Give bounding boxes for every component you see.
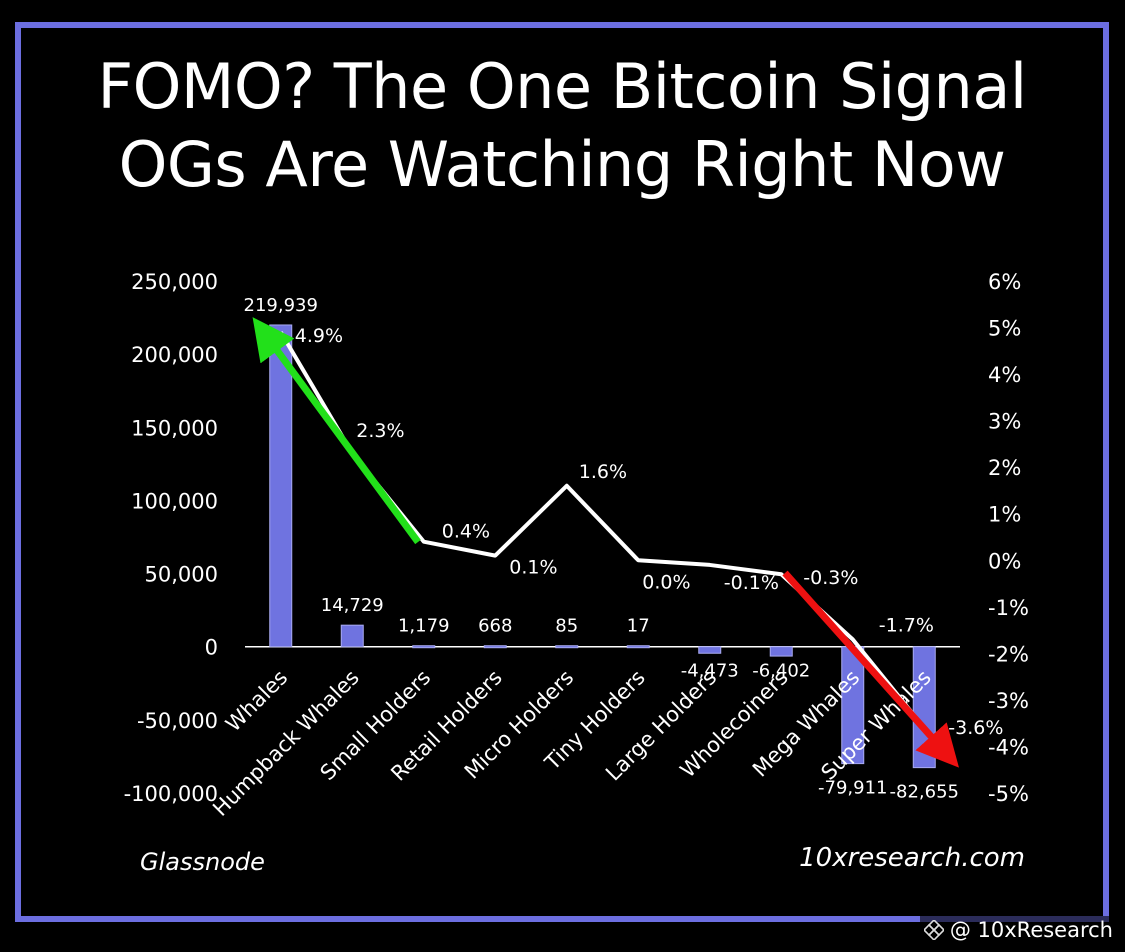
trend-arrows: [252, 317, 959, 768]
right-tick-label: 1%: [988, 503, 1021, 527]
green-up-arrow: [252, 317, 421, 545]
right-tick-label: 5%: [988, 317, 1021, 341]
line-series: [279, 331, 926, 730]
left-tick-label: 250,000: [131, 270, 218, 294]
bar-value-label: -6,402: [752, 661, 810, 682]
bar-whales: [269, 324, 293, 648]
bar-retail-holders: [483, 645, 507, 649]
bar-humpback-whales: [340, 624, 364, 648]
right-tick-label: 3%: [988, 410, 1021, 434]
right-tick-label: 4%: [988, 363, 1021, 387]
right-tick-label: -1%: [988, 596, 1029, 620]
bar-value-label: 14,729: [321, 595, 384, 616]
bar-value-label: -79,911: [818, 778, 887, 799]
bar-wholecoiners: [769, 646, 793, 657]
line-value-label: 4.9%: [295, 325, 343, 347]
watermark: @ 10xResearch: [919, 916, 1117, 944]
line-value-labels: 4.9% 2.3% 0.4% 0.1% 1.6% 0.0% -0.1% -0.3% -1.7% -…: [295, 325, 1004, 739]
left-tick-label: 0: [205, 636, 218, 660]
bar-value-label: 1,179: [398, 616, 450, 637]
title-line-1: FOMO? The One Bitcoin Signal: [97, 50, 1027, 123]
right-y-axis: 6% 5% 4% 3% 2% 1% 0% -1% -2% -3% -4% -5%: [988, 270, 1029, 806]
right-tick-label: -2%: [988, 642, 1029, 666]
left-tick-label: 150,000: [131, 416, 218, 440]
left-tick-label: 200,000: [131, 343, 218, 367]
bar-small-holders: [412, 645, 436, 649]
bar-micro-holders: [555, 645, 579, 649]
source-glassnode: Glassnode: [140, 848, 265, 876]
binance-logo-icon: [923, 920, 944, 940]
bar-value-label: 85: [555, 616, 578, 637]
red-down-arrow: [782, 570, 959, 768]
bar-value-label: -82,655: [890, 782, 959, 803]
left-tick-label: -50,000: [137, 709, 218, 733]
bar-large-holders: [698, 646, 722, 654]
line-value-label: 1.6%: [579, 461, 627, 483]
bar-value-label: -4,473: [681, 661, 739, 682]
right-tick-label: -5%: [988, 782, 1029, 806]
left-tick-label: -100,000: [124, 782, 218, 806]
title-line-2: OGs Are Watching Right Now: [118, 128, 1006, 201]
right-tick-label: 2%: [988, 456, 1021, 480]
bar-value-label: 17: [627, 616, 650, 637]
line-value-label: -1.7%: [879, 614, 934, 636]
left-tick-label: 50,000: [145, 563, 218, 587]
line-value-label: -3.6%: [948, 717, 1003, 739]
line-value-label: -0.1%: [724, 572, 779, 594]
bar-tiny-holders: [626, 645, 650, 649]
line-value-label: 2.3%: [356, 420, 404, 442]
percent-change-line: [279, 331, 926, 730]
line-value-label: 0.1%: [509, 557, 557, 579]
right-tick-label: -4%: [988, 735, 1029, 759]
bar-value-label: 219,939: [244, 295, 318, 316]
right-tick-label: 6%: [988, 270, 1021, 294]
left-y-axis: 250,000 200,000 150,000 100,000 50,000 0 -50,0…: [124, 270, 218, 806]
line-value-label: -0.3%: [803, 567, 858, 589]
category-label: Whales: [221, 665, 292, 736]
chart-frame: [15, 22, 1109, 922]
left-tick-label: 100,000: [131, 489, 218, 513]
bar-value-label: 668: [478, 616, 512, 637]
bar-super-whales: [912, 646, 936, 769]
page-title: FOMO? The One Bitcoin Signal OGs Are Wat…: [21, 48, 1103, 204]
source-10xresearch: 10xresearch.com: [799, 843, 1025, 873]
right-tick-label: 0%: [988, 549, 1021, 573]
right-tick-label: -3%: [988, 689, 1029, 713]
watermark-text: @ 10xResearch: [949, 918, 1113, 942]
line-value-label: 0.0%: [642, 571, 690, 593]
bar-value-labels: 219,939 14,729 1,179 668 85 17 -4,473 -6,402 -79…: [244, 295, 959, 803]
bar-series: [269, 324, 936, 769]
line-value-label: 0.4%: [442, 521, 490, 543]
